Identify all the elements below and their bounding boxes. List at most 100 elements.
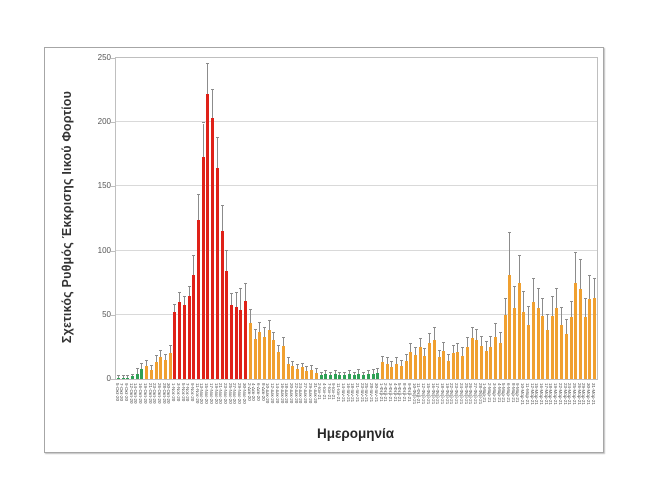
error-bar bbox=[372, 370, 374, 374]
error-bar bbox=[320, 372, 322, 376]
error-bar bbox=[179, 292, 181, 302]
bar bbox=[168, 353, 172, 379]
error-bar bbox=[132, 375, 133, 377]
error-bar-cap bbox=[357, 369, 361, 371]
error-bar bbox=[339, 372, 341, 376]
error-bar-cap bbox=[399, 360, 403, 362]
error-bar-cap bbox=[371, 369, 375, 371]
error-bar-cap bbox=[508, 231, 512, 233]
bar bbox=[267, 330, 271, 379]
error-bar bbox=[546, 314, 548, 331]
error-bar bbox=[419, 339, 421, 347]
error-bar bbox=[429, 334, 431, 344]
bar bbox=[300, 367, 304, 379]
error-bar-cap bbox=[338, 371, 342, 373]
error-bar bbox=[532, 278, 534, 302]
bar bbox=[578, 289, 582, 379]
bar bbox=[291, 366, 295, 379]
error-bar bbox=[202, 123, 204, 157]
error-bar bbox=[136, 368, 138, 374]
error-bar-cap bbox=[527, 306, 531, 308]
y-tick-mark bbox=[111, 250, 115, 252]
bar bbox=[230, 304, 234, 379]
error-bar-cap bbox=[329, 371, 333, 373]
bar bbox=[508, 275, 512, 379]
error-bar-cap bbox=[197, 194, 201, 196]
bar bbox=[489, 346, 493, 379]
bar bbox=[395, 363, 399, 379]
error-bar-cap bbox=[588, 275, 592, 277]
error-bar-cap bbox=[140, 362, 144, 364]
error-bar bbox=[504, 299, 506, 315]
y-tick-label: 150 bbox=[97, 181, 111, 191]
bar bbox=[234, 307, 238, 379]
error-bar bbox=[212, 90, 214, 119]
error-bar bbox=[466, 337, 468, 347]
bar bbox=[343, 375, 347, 379]
error-bar-cap bbox=[451, 344, 455, 346]
error-bar-cap bbox=[267, 320, 271, 322]
error-bar-cap bbox=[517, 254, 521, 256]
error-bar bbox=[155, 355, 157, 363]
error-bar bbox=[551, 296, 553, 317]
error-bar bbox=[278, 345, 280, 353]
bar bbox=[338, 375, 342, 379]
bar bbox=[390, 367, 394, 379]
bar bbox=[541, 316, 545, 379]
error-bar bbox=[264, 327, 266, 337]
bar bbox=[413, 354, 417, 379]
bar bbox=[366, 373, 370, 379]
error-bar bbox=[165, 354, 166, 360]
error-bar-cap bbox=[376, 367, 380, 369]
error-bar bbox=[287, 358, 289, 364]
bar bbox=[187, 295, 191, 379]
bar bbox=[531, 301, 535, 379]
error-bar bbox=[490, 336, 492, 347]
error-bar bbox=[160, 350, 162, 358]
bar bbox=[220, 231, 224, 379]
y-tick-label: 200 bbox=[97, 117, 111, 127]
error-bar bbox=[367, 371, 369, 374]
error-bar bbox=[480, 336, 482, 346]
error-bar bbox=[584, 299, 586, 318]
error-bar-cap bbox=[305, 366, 309, 368]
error-bar-cap bbox=[215, 136, 219, 138]
bar bbox=[588, 299, 592, 379]
error-bar-cap bbox=[503, 298, 507, 300]
bar bbox=[206, 93, 210, 379]
plot-area bbox=[115, 57, 598, 380]
error-bar bbox=[358, 370, 360, 374]
error-bar-cap bbox=[442, 342, 446, 344]
bar bbox=[371, 373, 375, 379]
error-bar-cap bbox=[512, 285, 516, 287]
x-axis-title: Ημερομηνία bbox=[316, 426, 395, 441]
error-bar-cap bbox=[244, 282, 248, 284]
error-bar bbox=[207, 64, 209, 94]
error-bar bbox=[476, 330, 478, 341]
error-bar bbox=[570, 301, 572, 318]
bar bbox=[560, 325, 564, 379]
bar bbox=[423, 355, 427, 379]
error-bar-cap bbox=[277, 344, 281, 346]
error-bar bbox=[183, 296, 185, 305]
error-bar bbox=[509, 232, 511, 275]
bar bbox=[145, 366, 149, 379]
error-bar-cap bbox=[446, 353, 450, 355]
bar bbox=[314, 372, 318, 379]
bar bbox=[404, 361, 408, 379]
error-bar bbox=[330, 372, 332, 376]
bar bbox=[319, 375, 323, 379]
bar bbox=[583, 317, 587, 379]
y-axis-title: Σχετικός Ρυθμός Έκκρισης Ιικού Φορτίου bbox=[60, 90, 74, 344]
error-bar-cap bbox=[220, 204, 224, 206]
error-bar bbox=[146, 361, 148, 367]
bar bbox=[116, 377, 120, 379]
error-bar-cap bbox=[470, 326, 474, 328]
bar bbox=[527, 325, 531, 379]
error-bar-cap bbox=[296, 363, 300, 365]
bar bbox=[380, 362, 384, 379]
error-bar-cap bbox=[395, 357, 399, 359]
error-bar bbox=[363, 372, 365, 376]
error-bar-cap bbox=[409, 343, 413, 345]
error-bar-cap bbox=[343, 371, 347, 373]
